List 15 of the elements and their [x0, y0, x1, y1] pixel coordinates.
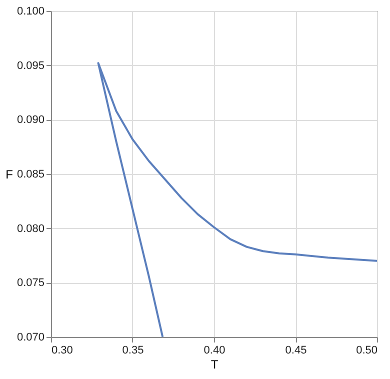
- y-tick-label: 0.075: [16, 277, 44, 290]
- y-tick-label: 0.095: [16, 60, 44, 72]
- x-tick-label: 0.50: [356, 344, 378, 356]
- x-tick-label: 0.40: [204, 344, 226, 356]
- line-series: [97, 62, 378, 338]
- x-tick-label: 0.45: [285, 344, 307, 356]
- y-tick-label: 0.080: [16, 222, 44, 235]
- y-tick-label: 0.085: [16, 168, 44, 180]
- y-tick-label: 0.090: [16, 114, 44, 126]
- x-tick-label: 0.30: [52, 344, 73, 356]
- y-tick-label: 0.070: [16, 332, 44, 344]
- x-tick-label: 0.35: [122, 344, 144, 356]
- x-axis-title: T: [210, 358, 219, 372]
- y-tick-label: 0.100: [16, 6, 44, 18]
- y-axis-title: F: [6, 168, 13, 182]
